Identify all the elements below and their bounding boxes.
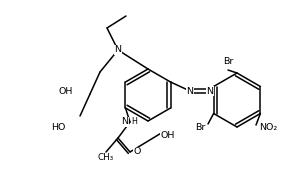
Text: Br: Br — [223, 58, 233, 66]
Text: N: N — [115, 45, 122, 54]
Text: OH: OH — [161, 131, 175, 140]
Text: O: O — [133, 148, 141, 157]
Text: H: H — [131, 117, 137, 127]
Text: OH: OH — [59, 87, 73, 96]
Text: N: N — [186, 87, 193, 96]
Text: Br: Br — [195, 123, 205, 132]
Text: CH₃: CH₃ — [98, 153, 114, 163]
Text: N: N — [207, 87, 213, 96]
Text: NO₂: NO₂ — [259, 123, 277, 132]
Text: N: N — [122, 117, 129, 127]
Text: HO: HO — [51, 123, 65, 132]
